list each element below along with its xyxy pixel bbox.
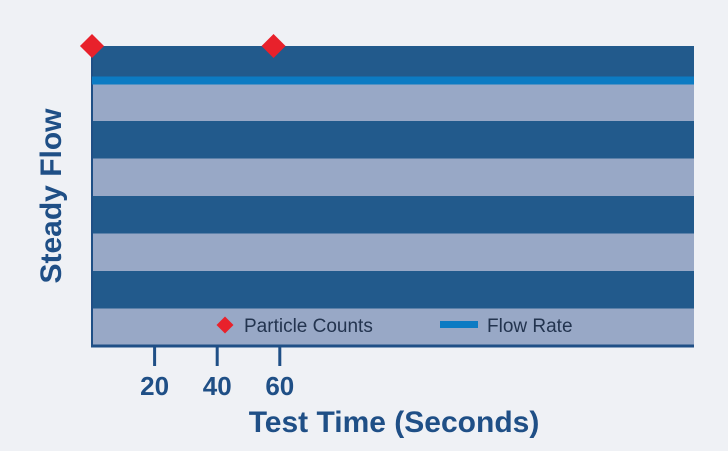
grid-band bbox=[92, 196, 694, 234]
x-ticks: 20 40 60 bbox=[140, 346, 294, 401]
legend: Particle Counts Flow Rate bbox=[216, 316, 573, 337]
axes bbox=[91, 46, 694, 348]
series-layer bbox=[79, 33, 694, 85]
x-tick-label: 60 bbox=[265, 371, 294, 401]
grid-band bbox=[92, 233, 694, 271]
x-tick-label: 40 bbox=[203, 371, 232, 401]
data-point-particle-counts bbox=[79, 33, 105, 59]
grid-band bbox=[92, 83, 694, 121]
legend-marker-particle-counts bbox=[216, 316, 234, 334]
legend-label-flow-rate: Flow Rate bbox=[487, 316, 573, 337]
x-axis-title: Test Time (Seconds) bbox=[249, 406, 540, 439]
legend-label-particle-counts: Particle Counts bbox=[244, 316, 373, 337]
y-axis-title: Steady Flow bbox=[35, 108, 68, 284]
x-tick-label: 20 bbox=[140, 371, 169, 401]
grid-band bbox=[92, 308, 694, 346]
data-point-particle-counts bbox=[261, 33, 286, 59]
grid-band bbox=[92, 121, 694, 159]
grid-band bbox=[92, 158, 694, 196]
legend-marker-flow-rate bbox=[440, 321, 478, 328]
grid-band bbox=[92, 271, 694, 309]
plot-bands bbox=[92, 46, 694, 346]
